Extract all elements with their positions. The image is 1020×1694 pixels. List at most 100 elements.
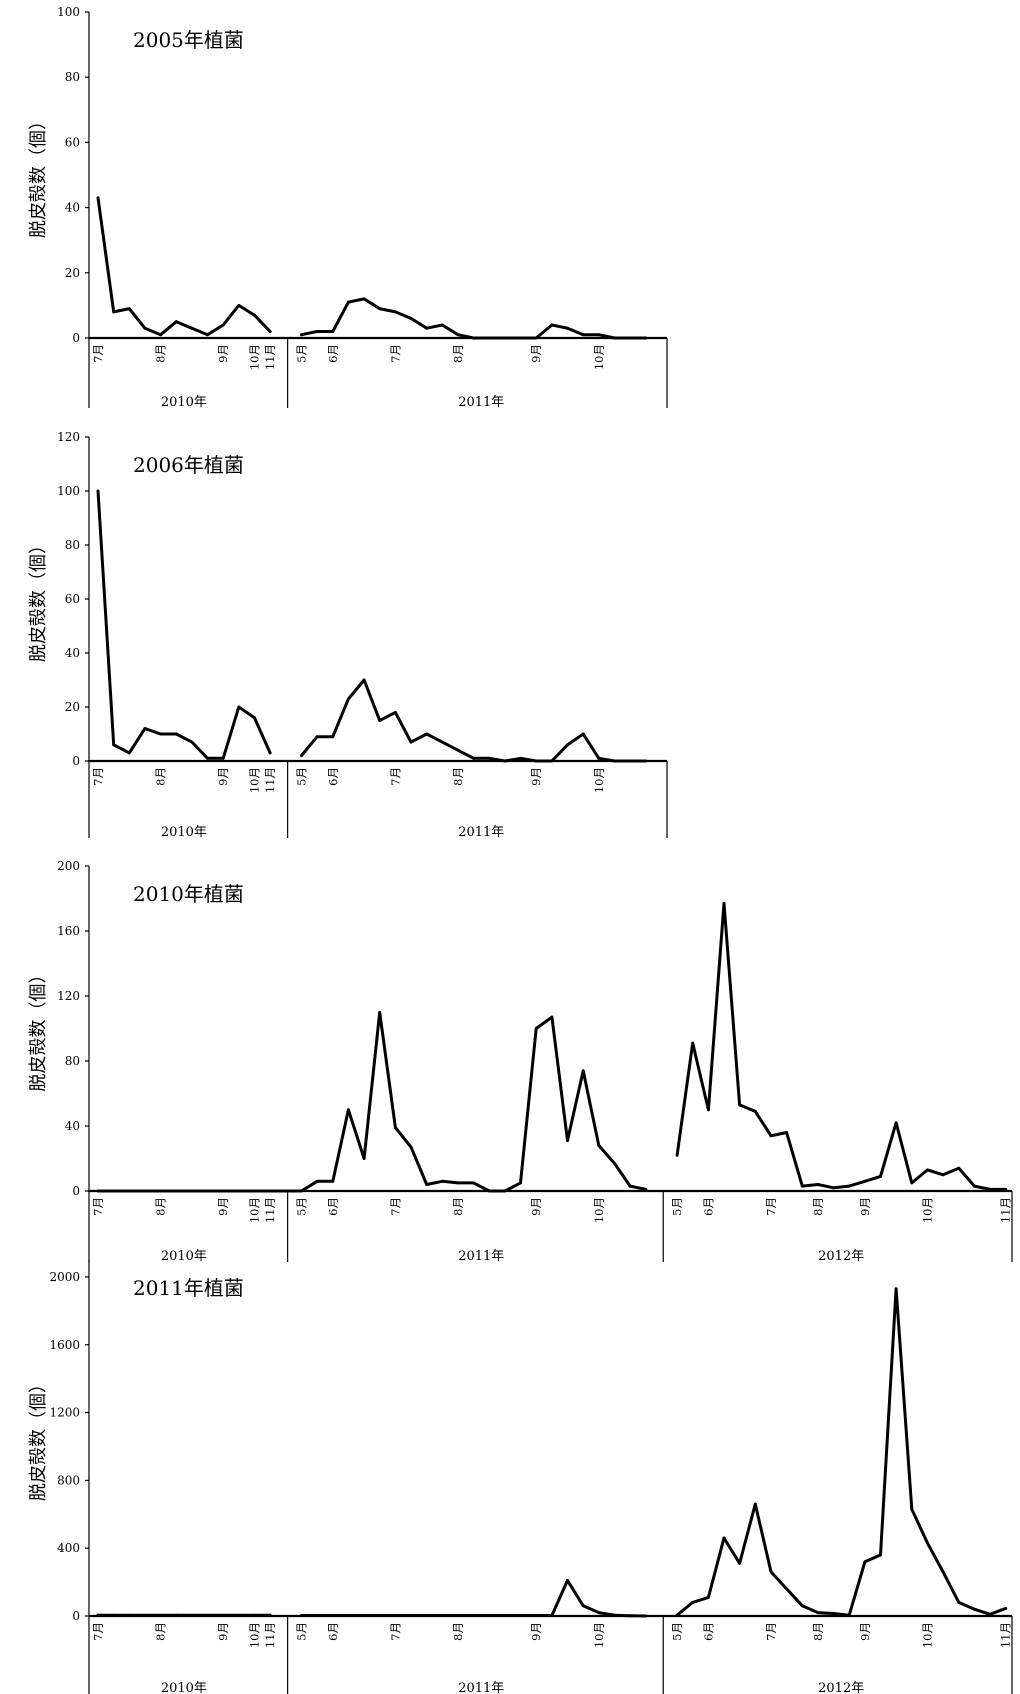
data-point — [534, 1614, 538, 1617]
x-month-label: 8月 — [154, 1197, 168, 1216]
y-tick-label: 1200 — [49, 1406, 80, 1420]
data-point — [206, 756, 210, 760]
data-point — [628, 1614, 632, 1618]
data-point — [206, 1189, 210, 1193]
data-point — [409, 740, 413, 744]
data-point — [894, 1287, 898, 1291]
data-point — [566, 743, 569, 747]
data-point — [644, 759, 648, 763]
data-point — [675, 1613, 679, 1617]
x-month-label: 11月 — [263, 1622, 277, 1648]
x-month-label: 6月 — [326, 344, 340, 363]
series-line — [300, 678, 648, 763]
data-point — [597, 333, 601, 337]
chart-panel: 0 400 800 1200 1600 2000 脱皮殻数（個） 2011年植菌 7月 8月 9月 1… — [28, 1260, 1013, 1694]
series-line — [300, 297, 648, 340]
data-point — [190, 1189, 194, 1193]
data-point — [221, 1613, 225, 1617]
data-point — [347, 697, 350, 701]
y-tick-label: 60 — [65, 592, 80, 606]
x-month-label: 5月 — [670, 1622, 684, 1641]
data-point — [190, 740, 194, 744]
x-month-label: 9月 — [216, 1197, 230, 1216]
data-point — [362, 1614, 366, 1617]
series-line — [675, 1287, 1008, 1617]
x-month-label: 7月 — [764, 1197, 778, 1216]
y-tick-label: 100 — [57, 5, 80, 19]
data-point — [566, 1139, 569, 1142]
x-month-label: 9月 — [529, 1622, 543, 1641]
data-point — [409, 317, 413, 320]
data-point — [581, 333, 585, 337]
data-point — [644, 1614, 648, 1618]
data-point — [487, 336, 491, 340]
data-point — [394, 1614, 397, 1617]
data-point — [628, 1184, 632, 1188]
x-month-label: 7月 — [388, 344, 402, 363]
y-tick-label: 800 — [57, 1473, 80, 1487]
data-point — [96, 1189, 100, 1193]
data-point — [159, 1613, 163, 1617]
data-point — [847, 1184, 851, 1188]
data-point — [1004, 1607, 1008, 1610]
data-point — [519, 1614, 522, 1617]
data-point — [613, 759, 616, 763]
x-month-label: 6月 — [326, 767, 340, 786]
data-point — [487, 1189, 491, 1193]
x-month-label: 7月 — [388, 1197, 402, 1216]
data-point — [440, 740, 444, 744]
data-point — [96, 489, 100, 493]
data-point — [800, 1184, 804, 1188]
data-point — [503, 1614, 507, 1617]
data-point — [753, 1110, 757, 1113]
x-month-label: 9月 — [529, 767, 543, 786]
data-point — [190, 326, 194, 330]
x-year-label: 2011年 — [458, 1249, 504, 1264]
data-point — [613, 1162, 616, 1165]
x-month-label: 10月 — [248, 1622, 262, 1648]
data-point — [253, 313, 256, 317]
series-line — [300, 1578, 648, 1618]
data-point — [237, 705, 241, 709]
data-point — [487, 1614, 491, 1617]
y-tick-label: 1600 — [49, 1338, 80, 1352]
data-point — [112, 743, 116, 747]
x-month-label: 8月 — [811, 1622, 825, 1641]
data-point — [816, 1611, 820, 1614]
data-point — [378, 1614, 382, 1617]
series-line — [675, 901, 1008, 1191]
data-point — [691, 1601, 695, 1604]
x-month-label: 10月 — [592, 1197, 606, 1223]
x-month-label: 11月 — [999, 1622, 1013, 1648]
x-month-label: 9月 — [529, 1197, 543, 1216]
chart-title: 2011年植菌 — [133, 1276, 244, 1300]
x-month-label: 11月 — [263, 344, 277, 370]
data-point — [628, 759, 632, 763]
y-tick-label: 80 — [65, 70, 80, 84]
data-point — [394, 310, 397, 314]
data-point — [378, 1010, 382, 1014]
y-tick-label: 400 — [57, 1541, 80, 1555]
series-line — [96, 489, 272, 760]
data-point — [394, 1126, 397, 1129]
data-point — [347, 1108, 350, 1112]
data-point — [973, 1607, 976, 1611]
data-point — [519, 336, 522, 340]
data-point — [143, 727, 147, 730]
series-line — [96, 1010, 648, 1193]
data-point — [440, 1179, 444, 1183]
data-point — [112, 310, 116, 314]
data-point — [409, 1145, 413, 1149]
x-year-label: 2010年 — [161, 1681, 207, 1694]
x-month-label: 8月 — [811, 1197, 825, 1216]
x-year-label: 2011年 — [458, 825, 504, 840]
data-point — [550, 759, 554, 763]
data-point — [753, 1502, 757, 1506]
data-point — [394, 711, 397, 714]
data-point — [472, 1614, 475, 1617]
y-tick-label: 2000 — [49, 1270, 80, 1284]
y-tick-label: 200 — [57, 859, 80, 873]
data-point — [331, 1614, 335, 1617]
data-point — [988, 1612, 992, 1616]
